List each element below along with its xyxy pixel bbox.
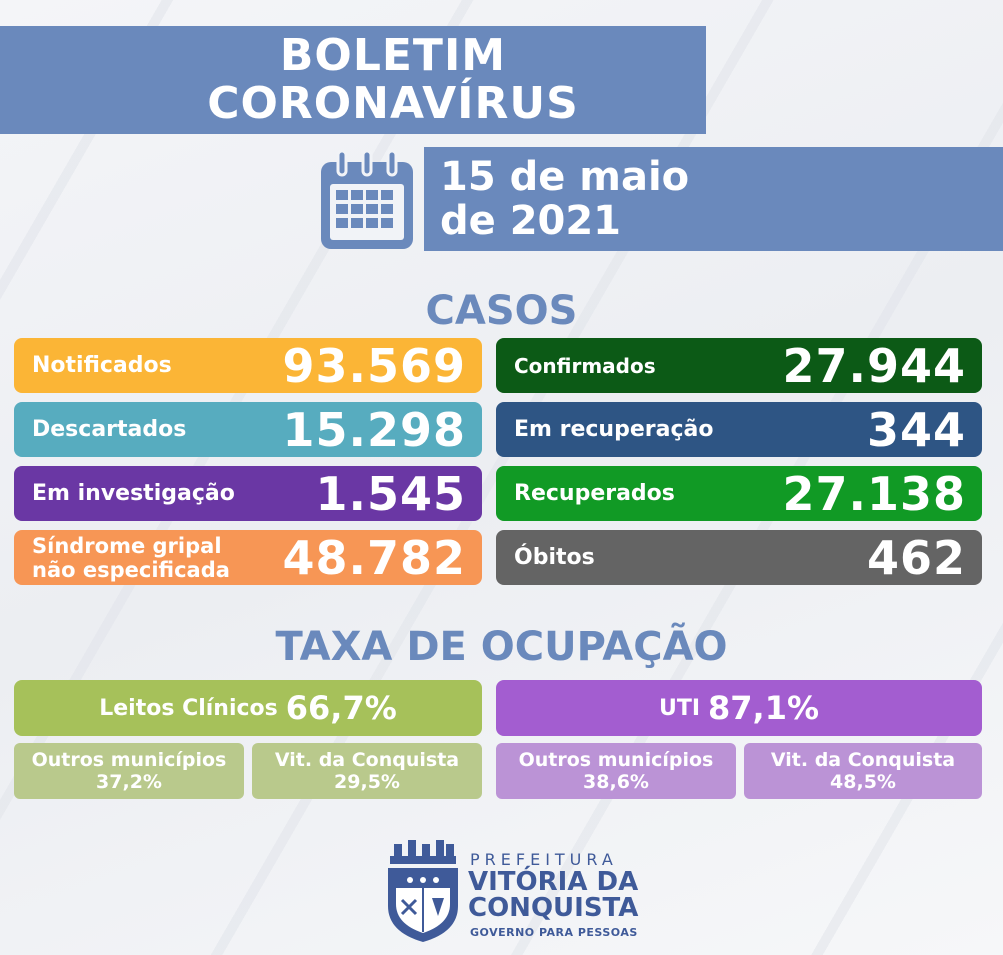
- stat-em-investigacao: Em investigação 1.545: [14, 466, 482, 521]
- leitos-vit-conquista: Vit. da Conquista 29,5%: [252, 743, 482, 799]
- sub-value: 37,2%: [96, 771, 162, 793]
- leitos-label: Leitos Clínicos: [99, 695, 278, 721]
- stat-confirmados: Confirmados 27.944: [496, 338, 982, 393]
- date-line-2: de 2021: [440, 198, 622, 244]
- date-banner: 15 de maio de 2021: [424, 147, 1003, 251]
- logo-prefeitura: PREFEITURA: [470, 850, 618, 869]
- stat-label: Confirmados: [514, 353, 656, 378]
- stat-sindrome-gripal: Síndrome gripal não especificada 48.782: [14, 530, 482, 585]
- uti-value: 87,1%: [708, 689, 820, 727]
- calendar-icon: [321, 149, 413, 249]
- stat-descartados: Descartados 15.298: [14, 402, 482, 457]
- date-line-1: 15 de maio: [440, 154, 690, 200]
- uti-label: UTI: [658, 695, 701, 721]
- stat-label: Em investigação: [32, 481, 235, 506]
- ocupacao-title: TAXA DE OCUPAÇÃO: [275, 624, 728, 670]
- sub-value: 48,5%: [830, 771, 896, 793]
- stat-label: Óbitos: [514, 545, 595, 570]
- stat-label: Em recuperação: [514, 417, 714, 442]
- stat-notificados: Notificados 93.569: [14, 338, 482, 393]
- stat-label: Síndrome gripal não especificada: [32, 534, 230, 582]
- stat-value: 93.569: [282, 338, 466, 393]
- stat-recuperados: Recuperados 27.138: [496, 466, 982, 521]
- leitos-outros-municipios: Outros municípios 37,2%: [14, 743, 244, 799]
- stat-value: 15.298: [282, 402, 466, 457]
- logo-conquista: CONQUISTA: [468, 893, 639, 923]
- sub-value: 38,6%: [583, 771, 649, 793]
- leitos-value: 66,7%: [285, 689, 397, 727]
- logo-slogan: GOVERNO PARA PESSOAS: [470, 926, 638, 939]
- casos-title: CASOS: [425, 288, 578, 334]
- stat-label-line-1: Síndrome gripal: [32, 533, 222, 558]
- sub-label: Outros municípios: [518, 749, 714, 771]
- title-banner: BOLETIM CORONAVÍRUS: [0, 26, 706, 134]
- stat-value: 27.138: [782, 466, 966, 521]
- stat-value: 462: [866, 530, 966, 585]
- stat-label: Recuperados: [514, 481, 675, 506]
- stat-label-line-2: não especificada: [32, 557, 230, 582]
- sub-value: 29,5%: [334, 771, 400, 793]
- uti-header: UTI 87,1%: [496, 680, 982, 736]
- stat-label: Descartados: [32, 417, 187, 442]
- stat-em-recuperacao: Em recuperação 344: [496, 402, 982, 457]
- stat-obitos: Óbitos 462: [496, 530, 982, 585]
- sub-label: Vit. da Conquista: [770, 749, 956, 771]
- sub-label: Vit. da Conquista: [274, 749, 460, 771]
- stat-value: 1.545: [315, 466, 466, 521]
- stat-label: Notificados: [32, 353, 172, 378]
- stat-value: 344: [866, 402, 966, 457]
- stat-value: 48.782: [282, 530, 466, 585]
- title-line-2: CORONAVÍRUS: [207, 78, 579, 129]
- logo-vitoria-da: VITÓRIA DA: [468, 867, 639, 897]
- sub-label: Outros municípios: [31, 749, 227, 771]
- stat-value: 27.944: [782, 338, 966, 393]
- leitos-clinicos-header: Leitos Clínicos 66,7%: [14, 680, 482, 736]
- uti-vit-conquista: Vit. da Conquista 48,5%: [744, 743, 982, 799]
- uti-outros-municipios: Outros municípios 38,6%: [496, 743, 736, 799]
- city-seal-icon: [388, 840, 458, 942]
- title-line-1: BOLETIM: [279, 30, 507, 81]
